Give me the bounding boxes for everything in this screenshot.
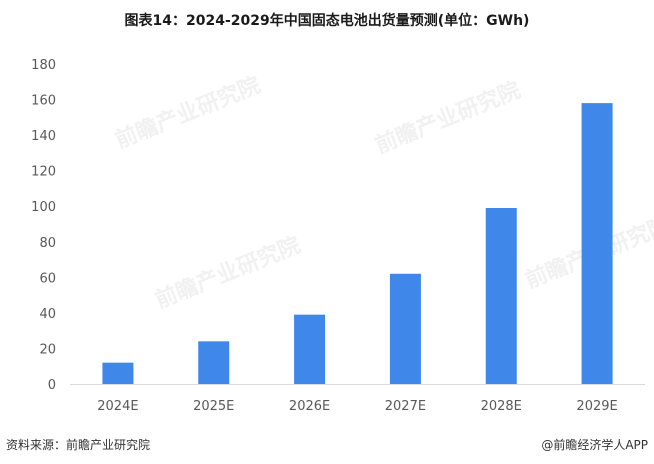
brand-credit: @前瞻经济学人APP (541, 438, 648, 452)
bar-2026E (294, 314, 326, 384)
y-tick-label: 20 (39, 342, 56, 357)
y-tick-label: 80 (39, 236, 56, 251)
y-tick-label: 60 (39, 271, 56, 286)
x-axis: 2024E 2025E 2026E 2027E 2028E 2029E (97, 399, 617, 414)
x-tick-label: 2026E (289, 399, 330, 414)
bars (102, 103, 613, 384)
y-tick-label: 120 (31, 165, 56, 180)
bar-chart: 0 20 40 60 80 100 120 140 160 180 2024E 2025E 2026E… (31, 58, 645, 414)
y-tick-label: 160 (31, 94, 56, 109)
bar-2024E (102, 362, 134, 384)
bar-2029E (581, 103, 613, 384)
y-tick-label: 180 (31, 58, 56, 73)
y-tick-label: 140 (31, 129, 56, 144)
bar-2028E (485, 208, 517, 384)
y-tick-label: 100 (31, 200, 56, 215)
chart-title: 图表14：2024-2029年中国固态电池出货量预测(单位：GWh) (124, 13, 530, 29)
x-tick-label: 2025E (193, 399, 234, 414)
x-tick-label: 2029E (576, 399, 617, 414)
y-tick-label: 0 (48, 378, 56, 393)
y-tick-label: 40 (39, 307, 56, 322)
source-note: 资料来源：前瞻产业研究院 (6, 438, 151, 452)
x-tick-label: 2027E (385, 399, 426, 414)
bar-2027E (389, 273, 421, 384)
x-tick-label: 2024E (97, 399, 138, 414)
x-tick-label: 2028E (481, 399, 522, 414)
bar-2025E (198, 341, 230, 384)
y-axis: 0 20 40 60 80 100 120 140 160 180 (31, 58, 56, 393)
